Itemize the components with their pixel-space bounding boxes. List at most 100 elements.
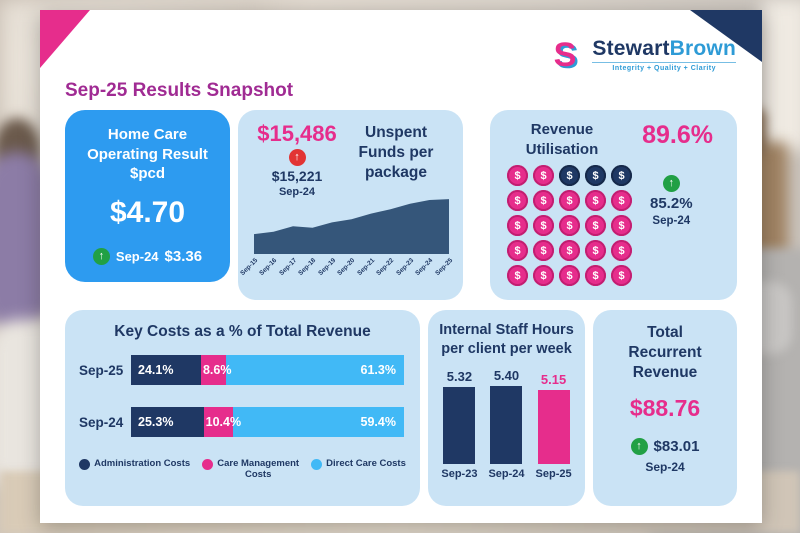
panel-home-care-operating-result: Home Care Operating Result $pcd $4.70 ↑ … [65,110,230,282]
dollar-coin-navy: $ [559,165,580,186]
prev-period-label: Sep-24 [645,460,685,475]
dollar-coin-navy: $ [611,165,632,186]
dollar-coin-navy: $ [585,165,606,186]
bar-segment: 10.4% [203,407,241,437]
up-arrow-icon: ↑ [630,438,648,456]
segment-value-label: 25.3% [138,415,174,429]
unspent-funds-area-chart [254,198,449,254]
panel-title: Home Care Operating Result $pcd [87,126,208,182]
logo-text: StewartBrown Integrity + Quality + Clari… [592,38,736,72]
prev-period-label: Sep-24 [652,215,691,227]
panel-total-recurrent-revenue: Total Recurrent Revenue $88.76 ↑ $83.01 … [593,310,737,506]
axis-tick-label: Sep-20 [336,257,357,278]
panel-title: Internal Staff Hours per client per week [439,322,574,357]
axis-tick-label: Sep-25 [433,257,454,278]
dollar-coin-pink: $ [507,165,528,186]
logo-name: StewartBrown [592,38,736,59]
prev-period-value: $83.01 [653,438,700,456]
dollar-coin-pink: $ [507,215,528,236]
metric-value: 89.6% [642,121,713,149]
legend-item: Care Management Costs [202,458,299,481]
dollar-coin-pink: $ [585,240,606,261]
stacked-bar-row: Sep-24 25.3% 10.4% 59.4% [65,407,420,437]
key-costs-rows: Sep-25 24.1% 8.6% 61.3% Sep-24 25.3% 10.4% 59.4… [65,355,420,437]
logo-tagline: Integrity + Quality + Clarity [612,65,716,72]
dollar-coin-pink: $ [611,190,632,211]
dollar-coin-pink: $ [611,215,632,236]
dollar-coin-pink: $ [533,215,554,236]
metric-value: $4.70 [109,195,186,229]
metric-block: $15,486 ↑ $15,221 Sep-24 [254,121,340,198]
logo-name-brown: Brown [669,37,736,60]
axis-tick-label: Sep-23 [394,257,415,278]
stewartbrown-logo: S S StewartBrown Integrity + Quality + C… [547,36,736,74]
prev-period-row: ↑ $83.01 [615,438,715,456]
stacked-bar: 24.1% 8.6% 61.3% [131,355,404,385]
prev-period-label: Sep-24 [115,248,159,264]
dollar-coin-pink: $ [507,240,528,261]
panel-title: Key Costs as a % of Total Revenue [114,323,371,340]
dollar-coin-pink: $ [611,265,632,286]
stewartbrown-logo-icon: S S [554,36,579,74]
bar-segment: 25.3% [131,407,204,437]
metric-value: $15,486 [257,121,337,146]
bar [443,386,476,464]
bar-value-label: 5.32 [446,368,473,384]
axis-tick-label: Sep-15 [238,257,259,278]
legend-item: Administration Costs [79,458,190,470]
panel-body: $ $ $ $ $ $ $ $ $ $ $ $ $ $ $ $ $ $ $ $ $ $ $ $ $ ↑ 85.2% Sep-24 [490,159,737,286]
bar-value-label: 5.40 [493,367,520,383]
panel-key-costs: Key Costs as a % of Total Revenue Sep-25… [65,310,420,506]
up-arrow-icon: ↑ [662,175,680,192]
panel-staff-hours: Internal Staff Hours per client per week… [428,310,585,506]
coin-grid: $ $ $ $ $ $ $ $ $ $ $ $ $ $ $ $ $ $ $ $ $ $ $ $ $ [507,165,632,286]
bar-segment: 24.1% [131,355,201,385]
axis-tick-label: Sep-24 [414,257,435,278]
legend-item: Direct Care Costs [311,458,406,470]
row-label: Sep-25 [79,362,124,378]
prev-period-value: 85.2% [650,195,693,212]
bar-category-label: Sep-25 [535,467,572,480]
bar-value-label: 5.15 [540,371,567,387]
stacked-bar-row: Sep-25 24.1% 8.6% 61.3% [65,355,420,385]
prev-period-label: Sep-24 [278,186,316,198]
segment-value-label: 59.4% [360,415,396,429]
axis-tick-label: Sep-17 [277,257,298,278]
metric-value: $88.76 [629,395,701,422]
dollar-coin-pink: $ [559,240,580,261]
panel-title: Total Recurrent Revenue [628,324,702,382]
dollar-coin-pink: $ [533,165,554,186]
panel-title: Revenue Utilisation [525,121,599,158]
dollar-coin-pink: $ [585,190,606,211]
up-arrow-icon: ↑ [288,149,306,166]
axis-tick-label: Sep-16 [258,257,279,278]
dollar-coin-pink: $ [533,240,554,261]
bar [490,385,523,464]
panel-revenue-utilisation: Revenue Utilisation 89.6% $ $ $ $ $ $ $ $ $ $ $ $ $ $… [490,110,737,300]
logo-divider [592,62,736,63]
area-chart-svg [254,199,449,254]
axis-tick-label: Sep-21 [355,257,376,278]
dollar-coin-pink: $ [559,215,580,236]
segment-value-label: 61.3% [360,363,396,377]
panel-header: $15,486 ↑ $15,221 Sep-24 Unspent Funds p… [238,110,463,198]
dollar-coin-pink: $ [585,215,606,236]
panel-header: Revenue Utilisation 89.6% [490,110,737,159]
logo-monogram-shadow: S [556,38,579,74]
dollar-coin-pink: $ [585,265,606,286]
infographic-card: S S StewartBrown Integrity + Quality + C… [40,10,762,523]
segment-value-label: 8.6% [202,363,232,377]
bar-category-label: Sep-24 [488,467,525,480]
logo-name-stewart: Stewart [592,37,670,60]
bar-segment: 59.4% [233,407,404,437]
prev-period-row: ↑ Sep-24 $3.36 [75,247,220,265]
dollar-coin-pink: $ [533,265,554,286]
area-polygon [254,199,449,254]
legend-label: Direct Care Costs [326,458,406,469]
panel-unspent-funds: $15,486 ↑ $15,221 Sep-24 Unspent Funds p… [238,110,463,300]
row-label: Sep-24 [79,414,124,430]
axis-tick-label: Sep-19 [316,257,337,278]
prev-period-value: $3.36 [164,247,203,265]
bar-category-label: Sep-23 [441,467,478,480]
